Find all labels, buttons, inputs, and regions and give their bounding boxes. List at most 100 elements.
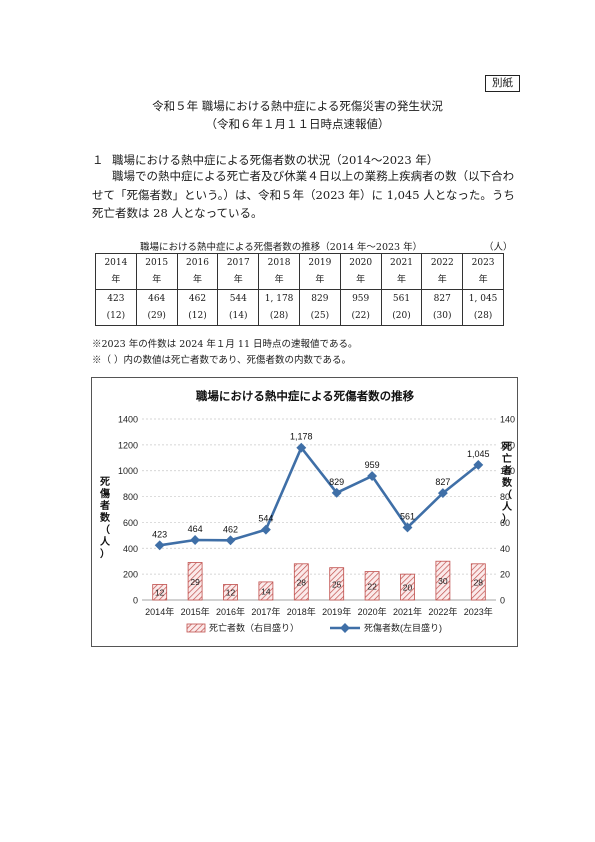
year-suffix: 年 xyxy=(152,274,162,285)
x-axis-tick-label: 2020年 xyxy=(358,606,387,617)
table-year-cell: 2018 年 xyxy=(258,253,300,290)
casualty-count: 1, 045 xyxy=(468,293,498,304)
death-count: (28) xyxy=(269,310,289,321)
year-suffix: 年 xyxy=(111,274,121,285)
right-axis-title: 死亡者数（人） xyxy=(501,441,513,525)
legend-swatch-deaths xyxy=(186,623,206,633)
casualty-point xyxy=(190,535,201,545)
x-axis-tick-label: 2022年 xyxy=(428,606,457,617)
death-bar-label: 12 xyxy=(155,588,165,598)
casualty-point xyxy=(367,471,378,481)
year-number: 2022 xyxy=(430,257,454,268)
right-axis-tick-label: 80 xyxy=(500,492,510,502)
right-axis-tick-label: 0 xyxy=(500,596,505,606)
left-axis-tick-label: 400 xyxy=(123,544,138,554)
casualty-point xyxy=(260,524,271,535)
death-bar-label: 14 xyxy=(261,586,271,596)
death-count: (20) xyxy=(392,310,411,321)
left-axis-tick-label: 0 xyxy=(133,596,138,606)
year-suffix: 年 xyxy=(315,274,325,285)
left-axis-tick-label: 200 xyxy=(123,570,138,580)
death-bar xyxy=(293,563,309,601)
x-axis-tick-label: 2023年 xyxy=(464,606,493,617)
casualty-point-label: 544 xyxy=(258,514,273,524)
table-year-cell: 2016 年 xyxy=(176,253,219,290)
death-bar-label: 28 xyxy=(297,577,307,587)
right-axis-tick-label: 140 xyxy=(500,415,515,425)
left-axis-tick-label: 800 xyxy=(123,492,138,502)
table-year-cell: 2019 年 xyxy=(298,253,341,290)
year-suffix: 年 xyxy=(396,274,406,285)
year-number: 2020 xyxy=(349,257,373,268)
table-value-cell: 544 (14) xyxy=(217,289,260,326)
casualty-point-label: 561 xyxy=(400,511,415,521)
death-bar xyxy=(223,584,238,601)
left-axis-tick-label: 1200 xyxy=(118,440,138,450)
table-value-cell: 827 (30) xyxy=(421,289,464,326)
legend-marker-casualties xyxy=(340,623,350,633)
left-axis-tick-label: 600 xyxy=(123,518,138,528)
death-count: (29) xyxy=(147,310,166,321)
casualty-chart: 職場における熱中症による死傷者数の推移020040060080010001200… xyxy=(99,389,515,633)
table-year-cell: 2023 年 xyxy=(462,253,504,290)
casualty-count: 462 xyxy=(188,293,207,304)
table-value-cell: 464 (29) xyxy=(135,289,178,326)
year-number: 2018 xyxy=(267,257,291,268)
casualty-point-label: 462 xyxy=(223,524,238,534)
right-axis-tick-label: 40 xyxy=(500,544,510,554)
casualty-point-label: 959 xyxy=(365,460,380,470)
table-value-cell: 462 (12) xyxy=(176,289,219,326)
x-axis-tick-label: 2014年 xyxy=(145,606,174,617)
table-year-cell: 2021 年 xyxy=(380,253,423,290)
death-count: (14) xyxy=(229,310,248,321)
casualty-point-label: 827 xyxy=(435,477,450,487)
document-subtitle: （令和６年１月１１日時点速報値） xyxy=(205,117,390,131)
table-year-cell: 2015 年 xyxy=(135,253,178,290)
chart-title: 職場における熱中症による死傷者数の推移 xyxy=(196,389,415,403)
section-heading: １ 職場における熱中症による死傷者数の状況（2014～2023 年） xyxy=(92,152,438,168)
x-axis-tick-label: 2019年 xyxy=(322,606,351,617)
table-year-cell: 2017 年 xyxy=(217,253,260,290)
right-axis-tick-label: 60 xyxy=(500,518,510,528)
x-axis-tick-label: 2016年 xyxy=(216,606,245,617)
death-bar-label: 28 xyxy=(474,577,484,587)
legend-label-deaths: 死亡者数（右目盛り） xyxy=(209,622,299,633)
note-preliminary: ※2023 年の件数は 2024 年１月 11 日時点の速報値である。 xyxy=(92,339,358,350)
death-bar xyxy=(435,560,451,601)
right-axis-tick-label: 100 xyxy=(500,466,515,476)
year-number: 2017 xyxy=(226,257,250,268)
document-title: 令和５年 職場における熱中症による死傷災害の発生状況 xyxy=(152,99,443,113)
legend-label-casualties: 死傷者数(左目盛り) xyxy=(364,622,442,633)
year-number: 2023 xyxy=(471,257,495,268)
x-axis-tick-label: 2017年 xyxy=(251,606,280,617)
year-suffix: 年 xyxy=(233,274,243,285)
right-axis-tick-label: 120 xyxy=(500,440,515,450)
death-count: (30) xyxy=(433,310,452,321)
left-axis-title: 死傷者数（人） xyxy=(99,476,111,560)
year-suffix: 年 xyxy=(274,274,284,285)
death-count: (28) xyxy=(473,310,493,321)
casualty-count: 423 xyxy=(107,293,125,304)
year-suffix: 年 xyxy=(437,274,447,285)
casualty-point xyxy=(154,540,165,551)
death-bar-label: 22 xyxy=(367,581,377,591)
x-axis-tick-label: 2021年 xyxy=(393,606,422,617)
year-number: 2019 xyxy=(308,257,332,268)
death-bar xyxy=(187,562,203,601)
year-number: 2016 xyxy=(186,257,209,268)
note-parentheses: ※（ ）内の数値は死亡者数であり、死傷者数の内数である。 xyxy=(92,355,351,366)
right-axis-tick-label: 20 xyxy=(500,570,510,580)
table-year-row: 2014 年 2015 年 2016 年 2017 年 2018 年 2019 年 2020 年 2021 年… xyxy=(95,253,504,290)
table-unit: （人） xyxy=(484,242,513,253)
death-bar xyxy=(364,571,380,601)
table-year-cell: 2022 年 xyxy=(421,253,464,290)
death-bar xyxy=(329,567,345,601)
x-axis-tick-label: 2018年 xyxy=(287,606,316,617)
left-axis-tick-label: 1400 xyxy=(118,415,138,425)
table-year-cell: 2020 年 xyxy=(339,253,382,290)
death-count: (12) xyxy=(188,310,207,321)
section-paragraph: 職場での熱中症による死亡者及び休業４日以上の業務上疾病者の数（以下合わせて「死傷… xyxy=(92,169,515,220)
death-bar-label: 12 xyxy=(226,588,236,598)
death-bar-label: 30 xyxy=(438,576,448,586)
casualty-table: 2014 年 2015 年 2016 年 2017 年 2018 年 2019 年 2020 年 2021 年… xyxy=(95,253,504,326)
